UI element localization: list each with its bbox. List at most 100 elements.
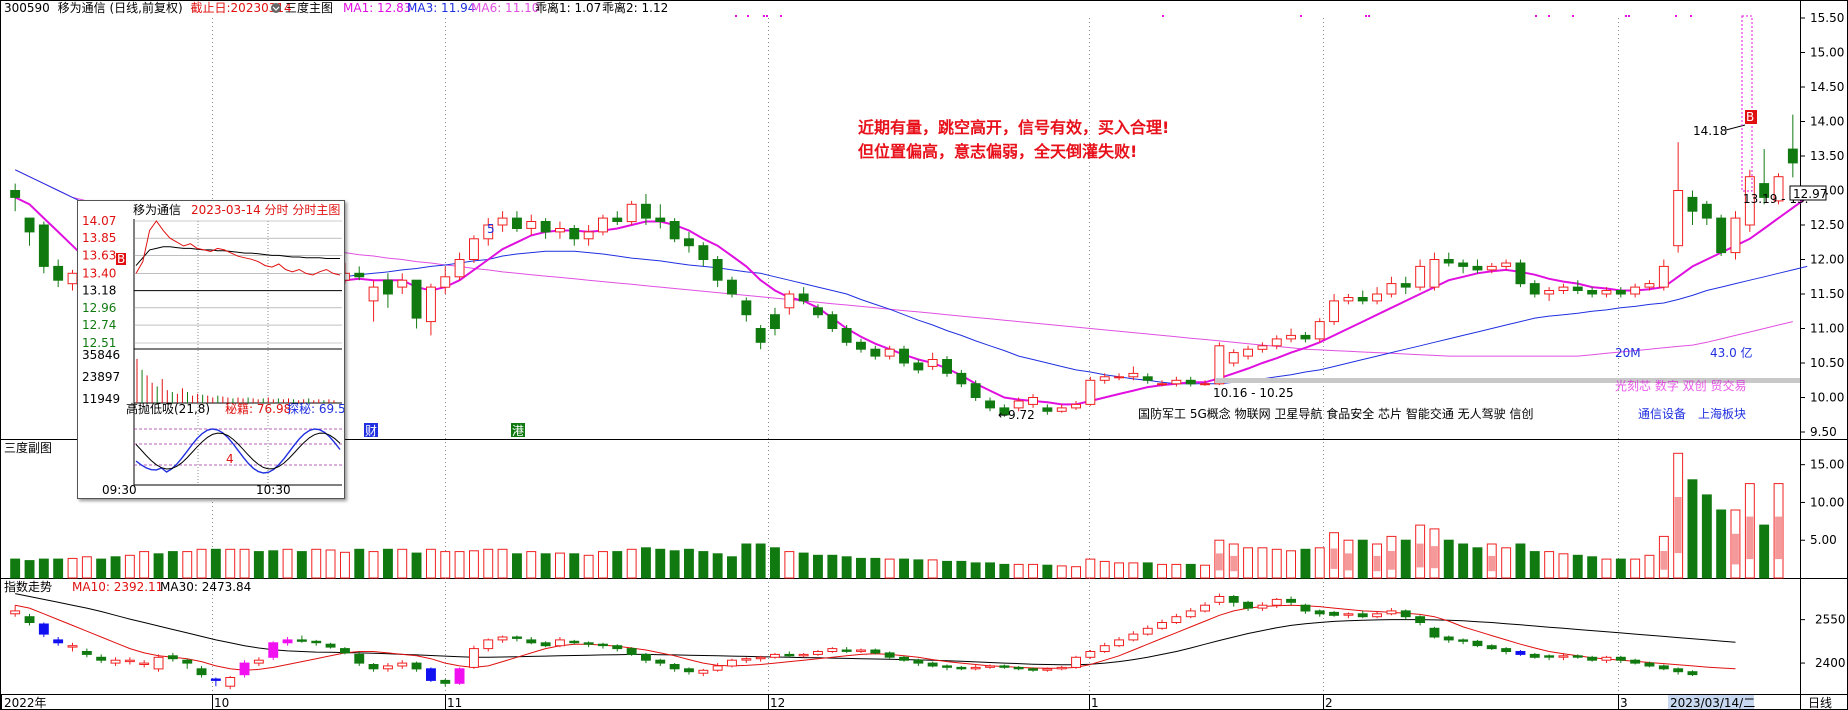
volume-bar[interactable] — [296, 551, 307, 579]
price-candle[interactable] — [927, 352, 938, 370]
index-candle[interactable] — [483, 638, 494, 652]
price-candle[interactable] — [454, 252, 465, 281]
index-candle[interactable] — [1601, 655, 1612, 664]
price-candle[interactable] — [712, 256, 723, 288]
index-candle[interactable] — [727, 658, 737, 668]
price-candle[interactable] — [755, 325, 766, 350]
volume-bar[interactable] — [612, 551, 623, 579]
volume-bar[interactable] — [1687, 479, 1698, 579]
price-candle[interactable] — [1071, 400, 1081, 410]
price-candle[interactable] — [813, 304, 823, 319]
index-candle[interactable] — [755, 655, 766, 662]
volume-bar[interactable] — [1028, 563, 1038, 579]
price-candle[interactable] — [1286, 328, 1296, 343]
buy-signal-badge[interactable] — [1745, 110, 1757, 124]
volume-bar[interactable] — [1558, 553, 1569, 579]
index-candle[interactable] — [770, 652, 780, 659]
price-candle[interactable] — [1558, 283, 1569, 294]
index-candle[interactable] — [827, 647, 838, 653]
index-candle[interactable] — [1443, 635, 1454, 643]
volume-bar[interactable] — [1501, 547, 1512, 579]
index-candles[interactable] — [10, 593, 1698, 690]
index-panel-title[interactable]: 指数走势 — [4, 579, 52, 594]
price-candle[interactable] — [684, 231, 694, 253]
index-candle[interactable] — [1013, 665, 1024, 671]
price-candle[interactable] — [1759, 149, 1770, 205]
index-candle[interactable] — [454, 667, 465, 685]
index-candle[interactable] — [1128, 631, 1139, 642]
index-candle[interactable] — [1157, 619, 1167, 630]
hk-badge[interactable] — [511, 423, 525, 437]
volume-bar[interactable] — [124, 554, 135, 579]
price-candle[interactable] — [555, 221, 565, 239]
volume-bar[interactable] — [755, 543, 766, 579]
volume-bar[interactable] — [712, 553, 723, 579]
volume-bar[interactable] — [1157, 563, 1167, 579]
index-candle[interactable] — [1644, 661, 1655, 668]
price-candle[interactable] — [67, 269, 78, 291]
volume-bar[interactable] — [1357, 539, 1368, 579]
price-candle[interactable] — [655, 204, 666, 229]
index-candle[interactable] — [626, 647, 637, 656]
price-candle[interactable] — [870, 345, 881, 360]
index-candle[interactable] — [1343, 612, 1354, 619]
volume-bar[interactable] — [1099, 560, 1110, 579]
volume-bar[interactable] — [1701, 494, 1712, 579]
price-candle[interactable] — [583, 225, 594, 246]
index-candle[interactable] — [311, 639, 322, 646]
index-candle[interactable] — [1214, 593, 1225, 606]
price-candle[interactable] — [669, 218, 680, 243]
volume-bar[interactable] — [698, 551, 709, 579]
index-candle[interactable] — [555, 637, 565, 648]
index-candle[interactable] — [540, 641, 551, 648]
price-candle[interactable] — [1114, 373, 1124, 381]
price-candle[interactable] — [1171, 376, 1182, 387]
index-candle[interactable] — [798, 652, 809, 658]
volume-bar[interactable] — [1171, 563, 1182, 579]
volume-bar[interactable] — [1042, 564, 1053, 579]
index-candle[interactable] — [856, 648, 866, 653]
index-candle[interactable] — [712, 663, 723, 672]
index-candle[interactable] — [368, 663, 379, 672]
index-candle[interactable] — [913, 658, 924, 666]
price-candle[interactable] — [1701, 200, 1712, 225]
price-candle[interactable] — [913, 359, 924, 374]
price-candle[interactable] — [1372, 287, 1382, 305]
price-candle[interactable] — [1458, 259, 1469, 274]
price-candle[interactable] — [741, 297, 752, 322]
price-candle[interactable] — [540, 218, 551, 239]
price-candle[interactable] — [1056, 404, 1067, 413]
index-candle[interactable] — [24, 613, 35, 626]
volume-bar[interactable] — [655, 548, 666, 579]
volume-bar[interactable] — [340, 551, 350, 579]
price-candle[interactable] — [626, 200, 637, 225]
index-candle[interactable] — [397, 660, 408, 669]
sector-region[interactable]: 上海板块 — [1698, 406, 1746, 421]
price-candle[interactable] — [612, 211, 623, 225]
price-candle[interactable] — [1300, 331, 1311, 343]
price-candle[interactable] — [841, 325, 852, 346]
price-candle[interactable] — [970, 380, 981, 401]
index-candle[interactable] — [1185, 608, 1196, 619]
volume-bar[interactable] — [469, 550, 479, 579]
index-candle[interactable] — [1673, 667, 1684, 675]
volume-bar[interactable] — [67, 557, 78, 579]
volume-bar[interactable] — [96, 558, 107, 579]
index-candle[interactable] — [1458, 638, 1469, 645]
price-candle[interactable] — [1214, 342, 1225, 386]
index-candle[interactable] — [1472, 639, 1483, 648]
volume-bar[interactable] — [569, 553, 580, 579]
price-candle[interactable] — [1472, 259, 1483, 274]
price-candle[interactable] — [569, 225, 580, 246]
index-candle[interactable] — [110, 657, 121, 666]
volume-bar[interactable] — [1271, 548, 1282, 579]
index-candle[interactable] — [1228, 595, 1239, 607]
volume-bar[interactable] — [1572, 554, 1583, 579]
price-candle[interactable] — [598, 214, 608, 236]
volume-bar[interactable] — [526, 551, 537, 579]
index-candle[interactable] — [1515, 650, 1526, 656]
volume-bar[interactable] — [985, 562, 995, 579]
index-candle[interactable] — [469, 645, 479, 669]
volume-bar[interactable] — [239, 548, 250, 579]
